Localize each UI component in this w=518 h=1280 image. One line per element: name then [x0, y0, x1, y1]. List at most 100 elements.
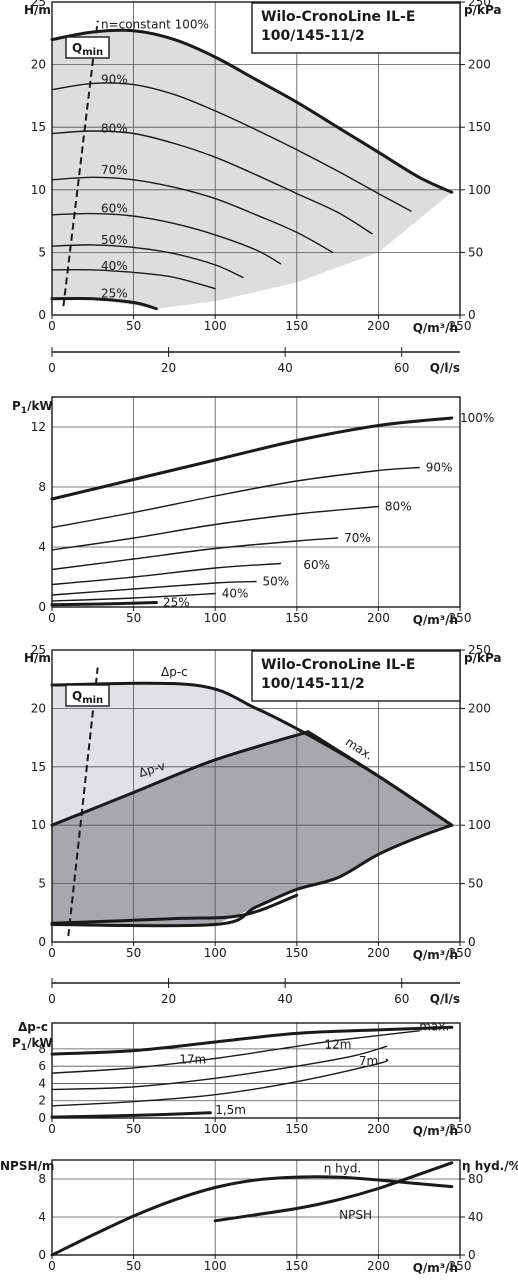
qh2-y-tick-label: 25 — [31, 643, 46, 657]
qh-series-25 — [50, 296, 158, 311]
power2-y-axis-title-top: Δp-c — [18, 1020, 48, 1034]
power-series-60 — [51, 562, 282, 586]
qh-title-line: 100/145-11/2 — [261, 28, 365, 44]
qh2-y-tick-label: 15 — [31, 760, 46, 774]
power-series-40 — [51, 592, 216, 602]
npsh-plot-border — [51, 1159, 461, 1256]
qh2-y-axis-title-right: p/kPa — [464, 651, 502, 665]
qh-qmin-line — [62, 20, 99, 307]
qh-right-tick-label: 250 — [468, 0, 491, 9]
npsh-x-tick-label: 50 — [126, 1259, 141, 1273]
power-series-90 — [51, 466, 420, 529]
ls2-tick-label: 20 — [161, 992, 176, 1006]
qh2-title-box — [251, 650, 461, 702]
qh-label-50: 50% — [101, 233, 128, 247]
npsh-y-tick-label: 0 — [38, 1248, 46, 1262]
npsh-x-tick-label: 200 — [367, 1259, 390, 1273]
qh-y-tick-label: 15 — [31, 120, 46, 134]
qh2-x-tick-label: 50 — [126, 946, 141, 960]
power2-plot-border — [51, 1022, 461, 1119]
qh2-right-tick-label: 0 — [468, 935, 476, 949]
power2-y-axis-unit: /kW — [27, 1036, 53, 1050]
power-label-70: 70% — [344, 531, 371, 545]
npsh-y-axis-title-right: η hyd./% — [462, 1159, 518, 1173]
ls2-tick-label: 60 — [394, 992, 409, 1006]
power2-y-tick-label: 0 — [38, 1111, 46, 1125]
qh-x-tick-label: 0 — [48, 319, 56, 333]
qh2-right-tick-label: 150 — [468, 760, 491, 774]
power-series-80 — [51, 505, 380, 551]
power-label-40: 40% — [222, 587, 249, 601]
qh2-label-p-c: Δp-c — [161, 665, 188, 679]
power-chart: 0 50 100 150 200 250 0 4 8 12 Q/m³/h 100% 90% 80% 70% 6… — [12, 396, 494, 627]
power2-label-max: max. — [419, 1019, 449, 1033]
npsh-series-npsh — [213, 1161, 454, 1223]
npsh-right-tick-label: 0 — [468, 1248, 476, 1262]
npsh-x-tick-label: 150 — [285, 1259, 308, 1273]
power2-x-tick-label: 100 — [204, 1122, 227, 1136]
qh-right-tick-label: 150 — [468, 120, 491, 134]
qh2-y-axis-title: H/m — [24, 651, 51, 665]
qh-series-60 — [51, 212, 282, 265]
ls1-axis: 0 20 40 60 Q/l/s — [48, 347, 460, 375]
qh2-y-tick-label: 0 — [38, 935, 46, 949]
qh2-y-tick-label: 5 — [38, 877, 46, 891]
qh2-x-tick-label: 100 — [204, 946, 227, 960]
power-label-90: 90% — [426, 461, 453, 475]
power2-series-max — [50, 1025, 454, 1056]
power2-series-17m — [51, 1030, 420, 1074]
qh-series-80 — [51, 130, 373, 235]
qh-right-tick-label: 200 — [468, 58, 491, 72]
qh2-x-tick-label: 200 — [367, 946, 390, 960]
qh-series-n-constant-100 — [50, 28, 454, 194]
power2-x-tick-label: 0 — [48, 1122, 56, 1136]
npsh-series-hyd — [50, 1175, 454, 1257]
qh-label-80: 80% — [101, 121, 128, 135]
qh2-series-min — [50, 823, 454, 928]
power-y-tick-label: 0 — [38, 600, 46, 614]
power2-x-tick-label: 250 — [449, 1122, 472, 1136]
qh-right-tick-label: 50 — [468, 245, 483, 259]
power-label-60: 60% — [303, 558, 330, 572]
power2-y-axis-sub: 1 — [21, 1043, 27, 1053]
qh-x-tick-label: 100 — [204, 319, 227, 333]
power-x-axis-title: Q/m³/h — [413, 613, 458, 627]
ls1-tick-label: 20 — [161, 361, 176, 375]
power-series-50 — [51, 580, 257, 596]
power2-x-tick-label: 50 — [126, 1122, 141, 1136]
power-y-tick-label: 8 — [38, 480, 46, 494]
power-x-tick-label: 200 — [367, 611, 390, 625]
qh-x-tick-label: 150 — [285, 319, 308, 333]
power-y-axis-title: P1/kW — [12, 399, 53, 416]
power-y-axis-unit: /kW — [27, 399, 53, 413]
qh2-qmin-sub: min — [82, 695, 103, 706]
qh-qmin-sub: min — [82, 47, 103, 58]
qh-series-90 — [51, 82, 412, 212]
power-x-tick-label: 100 — [204, 611, 227, 625]
npsh-y-axis-title: NPSH/m — [0, 1159, 54, 1173]
qh-y-axis-title-right: p/kPa — [464, 3, 502, 17]
power2-series-1-5m — [50, 1111, 212, 1119]
npsh-label-hyd: η hyd. — [324, 1162, 362, 1176]
qh-y-tick-label: 0 — [38, 308, 46, 322]
qh-series-70 — [51, 176, 334, 254]
qh2-chart: 0 50 100 150 200 2500510152025050100150200250… — [24, 643, 502, 962]
qh-y-tick-label: 10 — [31, 183, 46, 197]
power-series-25 — [50, 601, 158, 607]
power2-x-tick-label: 150 — [285, 1122, 308, 1136]
npsh-y-tick-label: 4 — [38, 1210, 46, 1224]
qh-right-tick-label: 100 — [468, 183, 491, 197]
power2-chart: 0 50 100 150 200 25002468Q/m³/hmax.17m12m7m1,… — [12, 1019, 471, 1138]
qh-x-tick-label: 200 — [367, 319, 390, 333]
qh2-x-axis-title: Q/m³/h — [413, 948, 458, 962]
qh-label-70: 70% — [101, 163, 128, 177]
power-plot-border — [51, 396, 461, 608]
qh-x-tick-label: 250 — [449, 319, 472, 333]
qh2-qmin-line — [67, 667, 99, 937]
power-label-50: 50% — [263, 575, 290, 589]
ls2-axis: 0 20 40 60 Q/l/s — [48, 978, 460, 1006]
qh2-field-dpv — [52, 731, 452, 925]
npsh-x-tick-label: 0 — [48, 1259, 56, 1273]
npsh-label-npsh: NPSH — [339, 1208, 372, 1222]
power-x-tick-label: 250 — [449, 611, 472, 625]
